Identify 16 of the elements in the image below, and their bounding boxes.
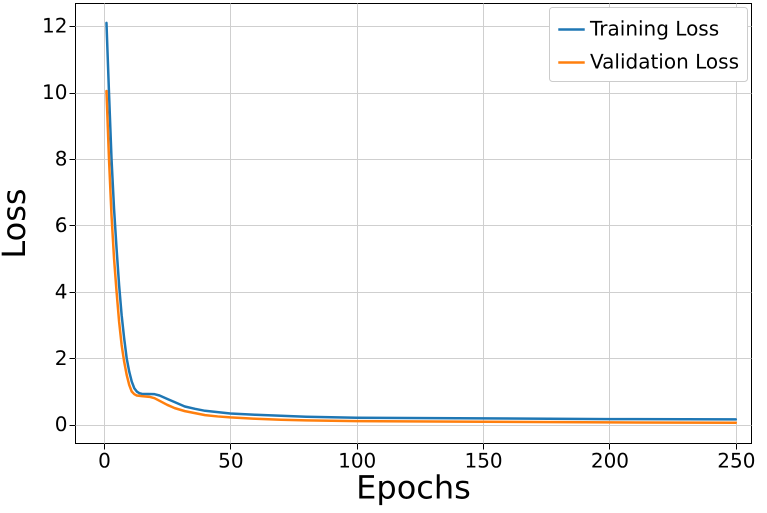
y-tick-label: 2 [54,346,68,370]
x-tick-label: 200 [590,448,630,472]
legend-label: Training Loss [589,16,720,40]
x-tick-label: 250 [717,448,756,472]
y-tick-label: 0 [54,412,68,436]
line-series [105,22,738,421]
y-tick-label: 6 [54,212,68,237]
y-tick-label: 12 [42,14,68,38]
x-tick-label: 50 [218,448,244,472]
y-tick-label: 4 [54,279,68,304]
y-axis-title: Loss [0,188,34,259]
line-series [105,90,738,424]
y-tick-label: 10 [42,80,68,104]
y-tick-label: 8 [54,146,68,171]
x-tick-label: 0 [98,448,111,472]
legend-label: Validation Loss [590,50,739,74]
